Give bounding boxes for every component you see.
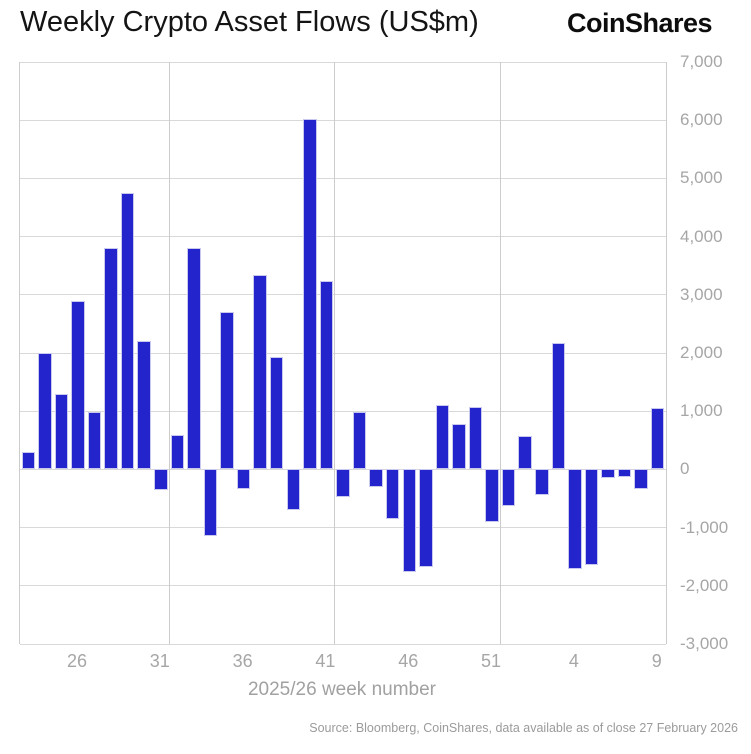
gridline-h (20, 294, 666, 296)
bar-week-50 (468, 406, 483, 470)
bar-week-33 (187, 248, 201, 470)
y-tick-label: 5,000 (680, 168, 723, 188)
bar-week-43 (352, 411, 367, 470)
bar-week-38 (269, 357, 284, 470)
bar-week-23 (21, 451, 36, 470)
y-tick-label: 2,000 (680, 343, 723, 362)
y-tick-label: 3,000 (680, 284, 723, 304)
x-tick-label: 51 (481, 651, 502, 671)
x-tick-label: 9 (651, 651, 662, 671)
bar-week-34 (203, 469, 218, 537)
y-tick-label: -2,000 (680, 575, 729, 595)
bar-week-9 (650, 407, 665, 470)
gridline-v (499, 62, 501, 644)
bar-week-35 (220, 312, 234, 470)
bar-week-2 (535, 469, 549, 495)
gridline-h (20, 527, 666, 529)
bar-week-49 (452, 424, 466, 470)
gridline-h (20, 410, 666, 412)
bar-week-32 (170, 435, 185, 470)
bar-week-28 (104, 248, 118, 470)
gridline-v (334, 62, 336, 644)
gridline-h (20, 236, 666, 238)
gridline-h (20, 352, 666, 354)
gridline-h (20, 643, 666, 645)
bar-week-51 (485, 469, 499, 522)
gridline-h (20, 119, 666, 121)
bar-week-36 (236, 469, 251, 489)
bar-week-41 (319, 281, 334, 470)
bar-week-3 (551, 342, 566, 470)
bar-week-1 (518, 436, 532, 470)
bar-week-40 (303, 119, 317, 470)
bar-week-24 (38, 353, 52, 470)
bar-week-29 (120, 192, 135, 470)
y-tick-label: 4,000 (680, 226, 723, 246)
page-title: Weekly Crypto Asset Flows (US$m) (20, 6, 479, 38)
bar-week-42 (336, 469, 350, 497)
bar-week-44 (369, 469, 383, 487)
y-tick-label: 7,000 (680, 52, 723, 71)
y-tick-label: 1,000 (680, 401, 723, 421)
bar-week-48 (435, 405, 450, 470)
bar-week-37 (253, 275, 267, 470)
bar-week-8 (634, 469, 648, 490)
bar-week-6 (601, 469, 615, 479)
x-axis-title: 2025/26 week number (247, 679, 436, 700)
coinshares-logo: CoinShares (566, 8, 713, 38)
bar-week-45 (385, 469, 400, 520)
y-tick-label: 0 (680, 459, 690, 479)
x-tick-label: 4 (568, 651, 579, 671)
source-note: Source: Bloomberg, CoinShares, data avai… (309, 721, 738, 735)
plot-area (19, 61, 667, 645)
gridline-h (20, 61, 666, 63)
bar-week-47 (419, 469, 433, 568)
x-tick-label: 26 (66, 651, 87, 671)
bar-week-30 (137, 341, 151, 470)
bar-week-26 (71, 300, 85, 470)
gridline-h (20, 585, 666, 587)
x-tick-label: 36 (232, 651, 253, 671)
y-tick-label: -3,000 (680, 634, 729, 653)
bar-week-5 (584, 469, 599, 566)
y-tick-label: 6,000 (680, 110, 723, 130)
x-tick-label: 41 (315, 651, 336, 671)
bar-week-46 (402, 469, 416, 572)
gridline-h (20, 177, 666, 179)
bar-week-4 (568, 469, 582, 570)
bar-week-27 (87, 411, 102, 470)
bar-week-7 (617, 469, 632, 477)
x-tick-label: 46 (398, 651, 419, 671)
bar-week-52 (501, 469, 516, 507)
x-tick-label: 31 (149, 651, 170, 671)
bar-week-31 (154, 469, 168, 490)
bar-week-25 (54, 393, 69, 470)
gridline-v (168, 62, 170, 644)
bar-week-39 (286, 469, 301, 510)
y-tick-label: -1,000 (680, 517, 729, 537)
